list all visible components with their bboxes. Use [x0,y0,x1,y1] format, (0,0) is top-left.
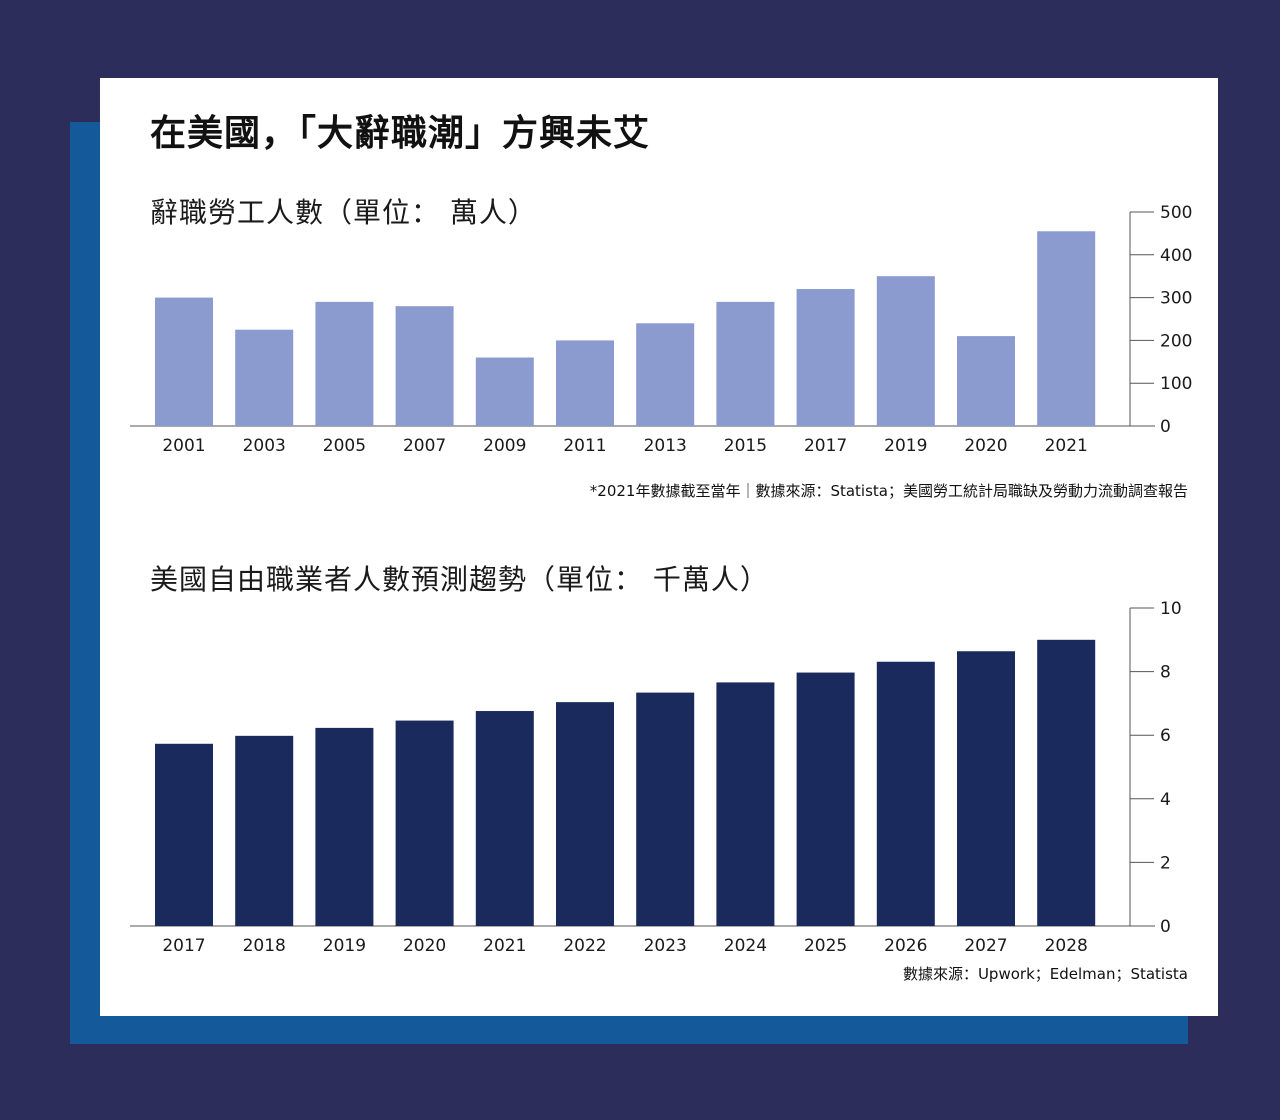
chart2-x-tick-label: 2021 [483,936,526,953]
chart1-bar [1037,231,1096,426]
infographic-card: 在美國，「大辭職潮」方興未艾 辭職勞工人數（單位： 萬人） 0 100 200 300… [100,78,1218,1016]
chart1-x-tick-label: 2015 [724,436,767,456]
chart1-bar [636,323,695,426]
chart2-bar [556,702,614,926]
chart2-source-note: 數據來源：Upwork；Edelman；Statista [902,965,1188,983]
chart1-y-tick-label: 300 [1160,289,1192,309]
chart1-bar [796,289,855,426]
chart2-x-tick-label: 2028 [1045,936,1088,953]
main-title: 在美國，「大辭職潮」方興未艾 [150,113,651,154]
chart1-x-tick-label: 2003 [243,436,286,456]
chart1-x-tick-label: 2011 [563,436,606,456]
chart2-bar [796,672,855,926]
chart2-bar [395,720,454,926]
chart1-title: 辭職勞工人數（單位： 萬人） [150,196,537,229]
freelancers-bar-chart: 0 2 4 6 8 10 2017 2018 2019 2020 2021 2022 2023 2024 2… [130,599,1182,953]
chart2-y-tick-label: 0 [1160,917,1171,937]
quits-bar-chart: 0 100 200 300 400 500 2001 2003 2005 2007 2009 2011… [130,203,1192,456]
chart2-y-tick-label: 6 [1160,726,1171,746]
chart1-x-tick-label: 2007 [403,436,446,456]
chart2-title: 美國自由職業者人數預測趨勢（單位： 千萬人） [150,563,769,596]
chart2-x-tick-label: 2019 [323,936,366,953]
chart1-x-tick-label: 2019 [884,436,927,456]
chart2-bar [235,735,294,926]
chart2-x-tick-label: 2026 [884,936,927,953]
chart2-y-tick-label: 4 [1160,790,1171,810]
chart1-y-tick-label: 200 [1160,331,1192,351]
chart1-x-tick-label: 2021 [1045,436,1088,456]
chart1-y-tick-label: 500 [1160,203,1192,223]
chart1-x-tick-label: 2005 [323,436,366,456]
chart2-y-tick-label: 2 [1160,853,1171,873]
chart2-x-tick-label: 2025 [804,936,847,953]
chart2-bar [1037,639,1096,926]
chart2-bar [957,651,1015,926]
chart1-bar [475,357,534,426]
chart2-bar [876,661,935,926]
chart2-bar [475,711,534,926]
chart1-x-tick-label: 2001 [162,436,205,456]
chart2-y-tick-label: 10 [1160,599,1182,619]
chart1-bar [876,276,935,426]
chart2-x-tick-label: 2024 [724,936,767,953]
chart1-y-tick-label: 0 [1160,417,1171,437]
chart1-x-tick-label: 2017 [804,436,847,456]
chart1-bar [315,301,374,426]
chart2-bar [636,692,695,926]
chart2-x-tick-label: 2020 [403,936,446,953]
chart1-x-tick-label: 2013 [644,436,687,456]
chart1-bar [235,329,294,426]
chart2-bar [315,727,374,926]
chart2-x-tick-label: 2022 [563,936,606,953]
chart1-x-tick-label: 2009 [483,436,526,456]
chart2-bar [716,682,775,926]
chart2-x-tick-label: 2027 [964,936,1007,953]
chart2-x-tick-label: 2023 [644,936,687,953]
chart1-bar [155,297,213,426]
chart1-y-tick-label: 100 [1160,374,1192,394]
chart1-x-tick-label: 2020 [964,436,1007,456]
chart1-bar [957,336,1015,426]
chart1-bar [395,306,454,426]
chart2-y-tick-label: 8 [1160,663,1171,683]
chart2-x-tick-label: 2018 [243,936,286,953]
chart1-source-note: *2021年數據截至當年｜數據來源：Statista；美國勞工統計局職缺及勞動力… [589,482,1188,500]
chart1-bar [556,340,614,426]
chart1-bar [716,301,775,426]
chart2-bar [155,743,213,926]
chart2-x-tick-label: 2017 [162,936,205,953]
chart1-y-tick-label: 400 [1160,246,1192,266]
